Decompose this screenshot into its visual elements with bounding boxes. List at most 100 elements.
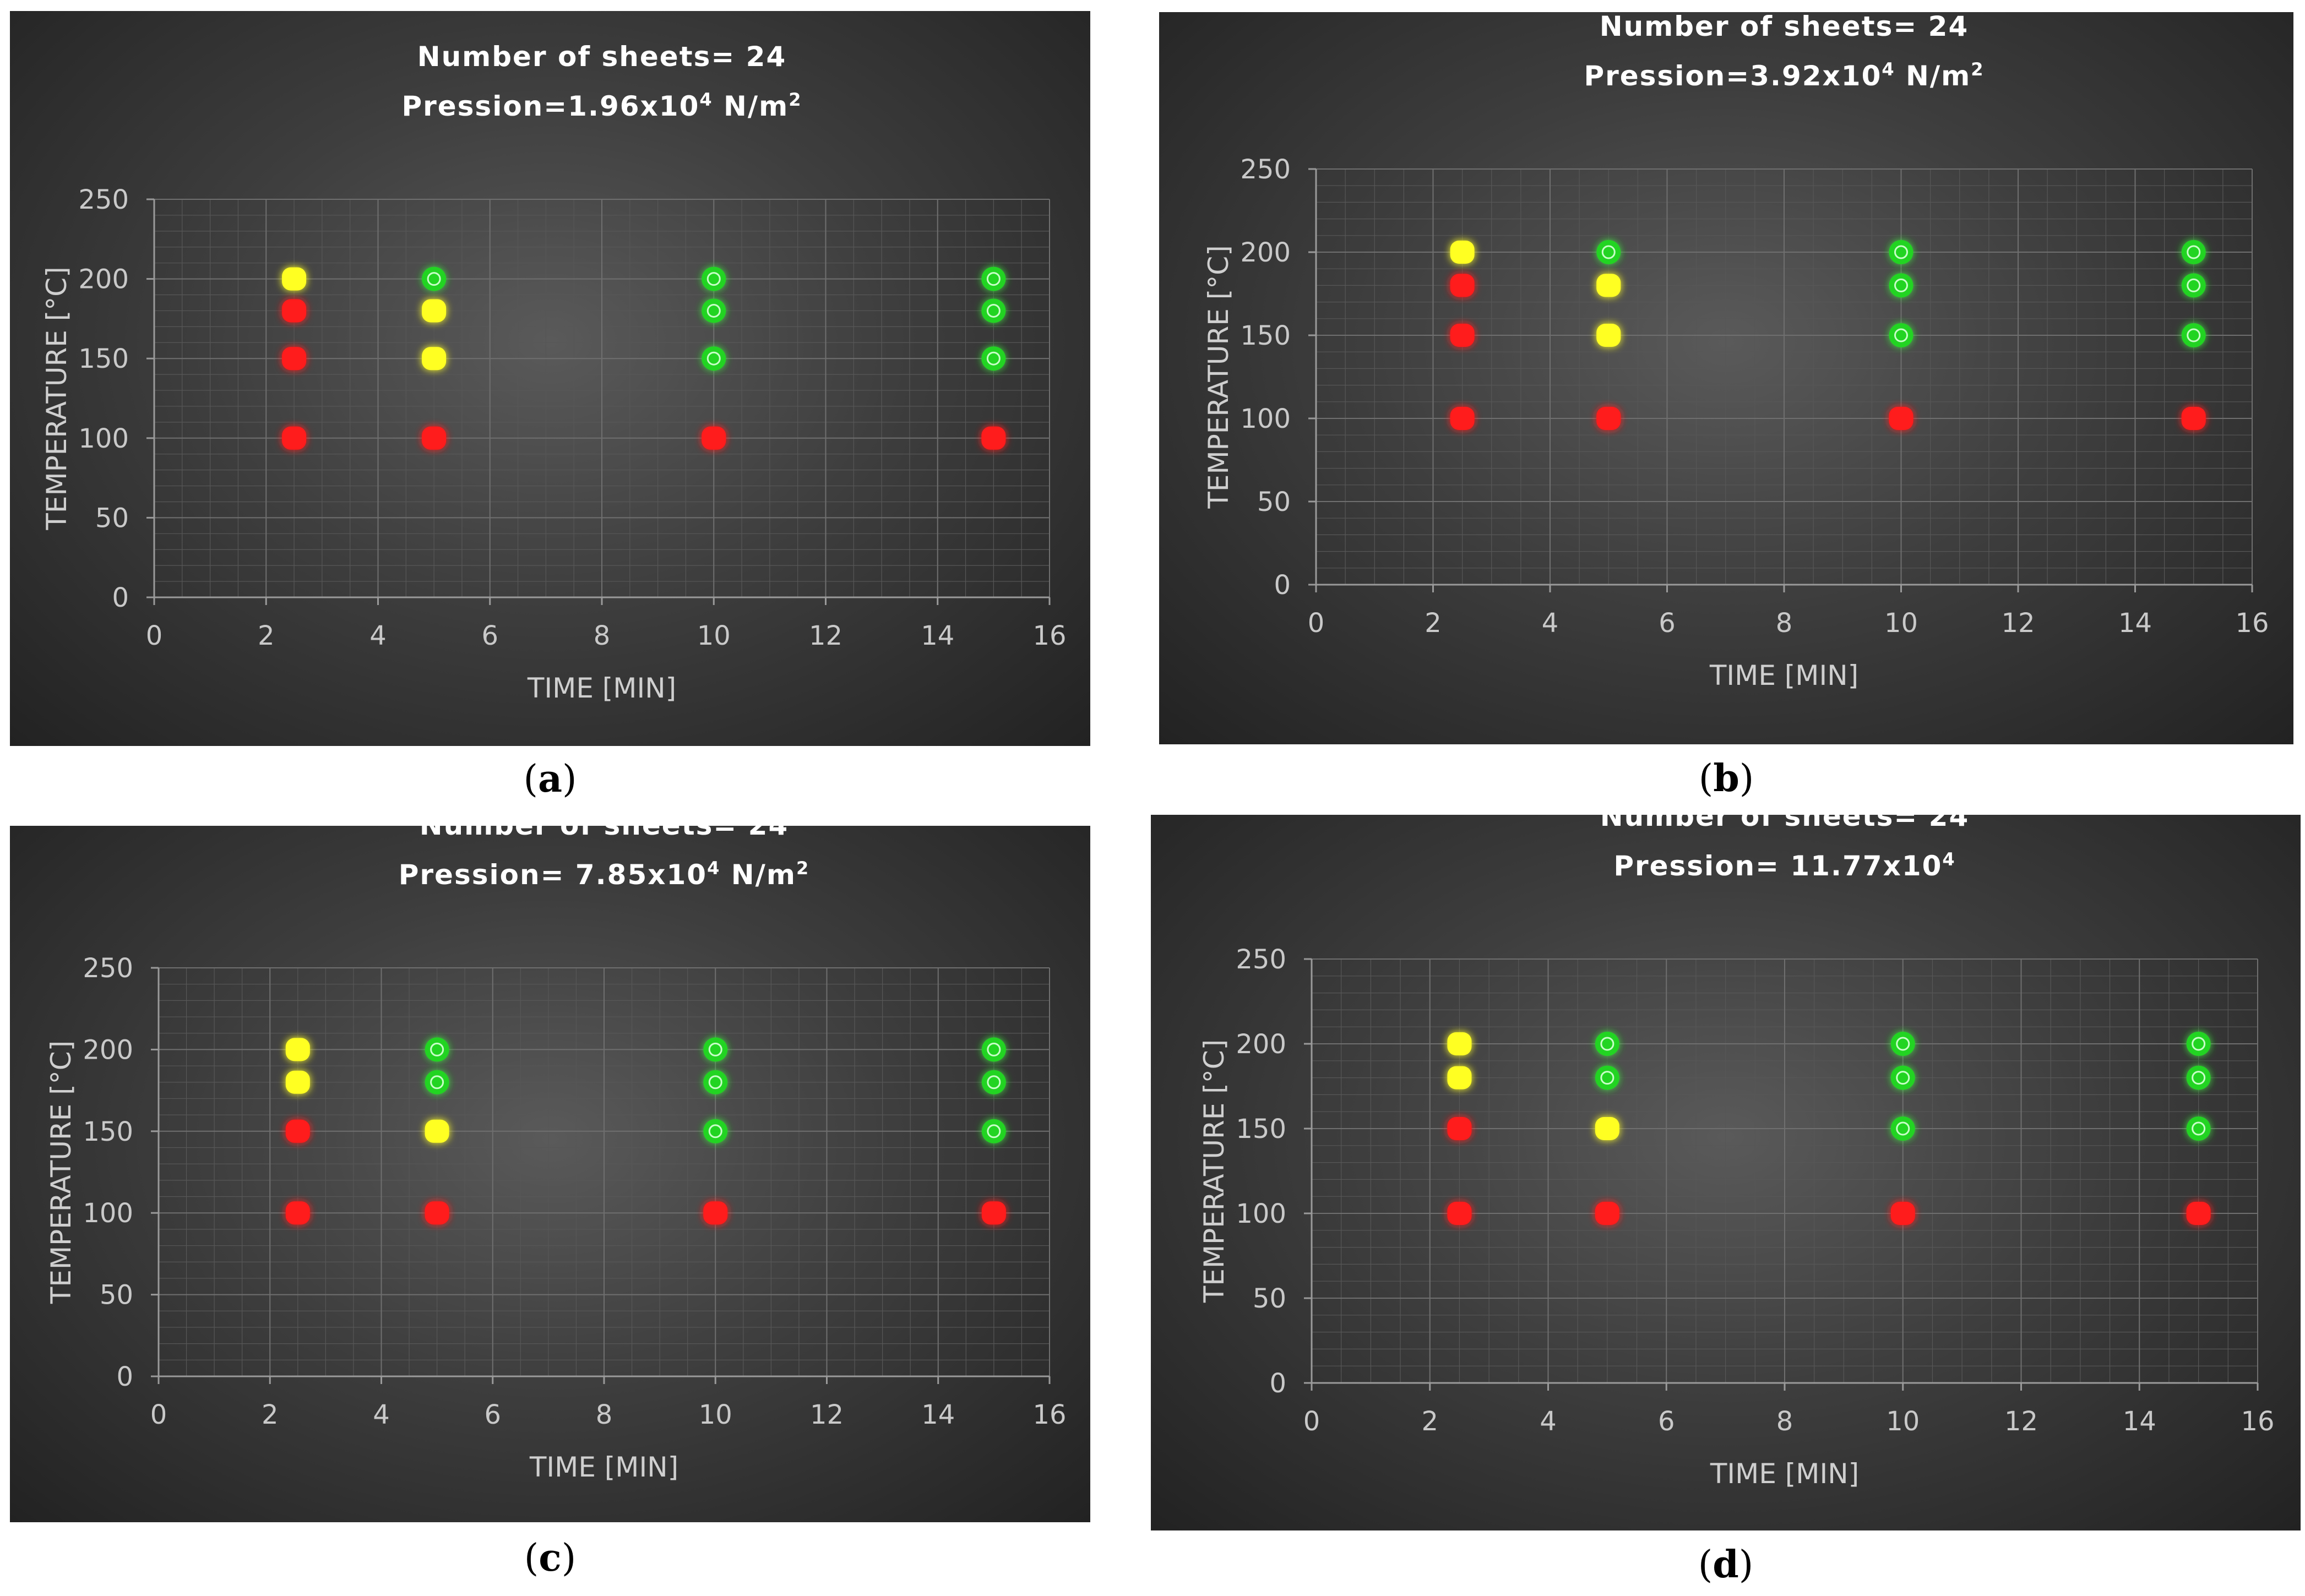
point-marker bbox=[1889, 273, 1913, 298]
y-tick-label: 50 bbox=[95, 503, 129, 533]
data-point-red bbox=[1596, 407, 1621, 430]
point-marker bbox=[1890, 1116, 1915, 1141]
point-ring bbox=[986, 272, 1001, 286]
y-tick-label: 100 bbox=[78, 423, 129, 454]
point-marker bbox=[1447, 1117, 1472, 1140]
point-marker bbox=[1450, 241, 1475, 264]
point-ring bbox=[2192, 1071, 2206, 1085]
y-tick-label: 250 bbox=[78, 184, 129, 215]
data-point-red bbox=[981, 1201, 1006, 1225]
x-tick-label: 0 bbox=[150, 1399, 167, 1430]
point-marker bbox=[1596, 240, 1621, 264]
data-point-green bbox=[2181, 273, 2206, 298]
data-point-red bbox=[1450, 274, 1475, 297]
y-axis-label: TEMPERATURE [°C] bbox=[1203, 245, 1235, 509]
x-tick-label: 12 bbox=[810, 1399, 844, 1430]
data-point-red bbox=[1595, 1202, 1619, 1225]
caption-d: (d) bbox=[1698, 1543, 1754, 1587]
y-tick-label: 0 bbox=[1274, 570, 1291, 601]
data-point-yellow bbox=[422, 347, 447, 371]
chart-title-line2: Pression=1.96x104 N/m2 bbox=[401, 89, 802, 122]
y-tick-label: 50 bbox=[100, 1280, 133, 1311]
data-point-red bbox=[285, 1119, 310, 1143]
scatter-chart-a: 0 2 4 6 8 10 12 14 16 0 50 100 150 200 250 TIME [MIN] TE… bbox=[41, 41, 1067, 704]
y-tick-label: 100 bbox=[83, 1198, 133, 1229]
point-ring bbox=[2192, 1037, 2206, 1051]
y-tick-label: 100 bbox=[1236, 1199, 1286, 1229]
y-tick-label: 150 bbox=[1236, 1114, 1286, 1145]
point-ring bbox=[1896, 1121, 1910, 1136]
point-ring bbox=[708, 1124, 722, 1139]
point-marker bbox=[282, 299, 307, 323]
point-marker bbox=[425, 1037, 449, 1062]
data-point-green bbox=[1890, 1032, 1915, 1056]
point-ring bbox=[2187, 328, 2201, 342]
point-marker bbox=[981, 298, 1006, 323]
x-tick-label: 6 bbox=[1659, 608, 1676, 639]
title-pression-text: Pression=3.92x10 bbox=[1584, 60, 1882, 92]
data-point-red bbox=[422, 426, 447, 450]
point-marker bbox=[1447, 1032, 1472, 1055]
point-ring bbox=[1600, 1071, 1614, 1085]
point-ring bbox=[1894, 245, 1908, 259]
x-tick-label: 14 bbox=[2123, 1406, 2156, 1437]
point-ring bbox=[1600, 1037, 1614, 1051]
x-tick-label: 12 bbox=[2001, 608, 2035, 639]
y-axis-label: TEMPERATURE [°C] bbox=[41, 266, 73, 530]
y-tick-label: 150 bbox=[83, 1116, 133, 1147]
data-point-green bbox=[703, 1119, 728, 1143]
point-marker bbox=[282, 347, 307, 371]
title-exponent: 4 bbox=[1942, 849, 1955, 870]
y-tick-label: 200 bbox=[1236, 1029, 1286, 1060]
title-exponent: 4 bbox=[699, 89, 713, 110]
data-point-red bbox=[2186, 1202, 2211, 1225]
title-unit: N/m bbox=[1895, 60, 1971, 92]
title-pression-text: Pression=1.96x10 bbox=[401, 90, 699, 122]
y-tick-label: 200 bbox=[1240, 237, 1291, 268]
x-tick-label: 6 bbox=[484, 1399, 501, 1430]
data-point-red bbox=[981, 426, 1006, 450]
x-tick-label: 6 bbox=[1658, 1406, 1675, 1437]
x-tick-label: 0 bbox=[1308, 608, 1325, 639]
point-ring bbox=[706, 272, 721, 286]
x-tick-label: 16 bbox=[1032, 1399, 1066, 1430]
chart-title-line1: Number of sheets= 24 bbox=[417, 41, 787, 73]
x-tick-label: 2 bbox=[262, 1399, 279, 1430]
x-tick-label: 4 bbox=[1542, 608, 1559, 639]
x-tick-label: 10 bbox=[697, 620, 731, 651]
point-marker bbox=[703, 1201, 728, 1225]
x-axis-label: TIME [MIN] bbox=[1709, 660, 1858, 691]
x-tick-label: 10 bbox=[1886, 1406, 1920, 1437]
x-tick-label: 10 bbox=[1884, 608, 1918, 639]
point-marker bbox=[2186, 1032, 2211, 1056]
x-tick-label: 8 bbox=[1776, 608, 1793, 639]
point-ring bbox=[2187, 245, 2201, 259]
y-tick-label: 150 bbox=[1240, 320, 1291, 351]
data-point-green bbox=[702, 266, 726, 291]
x-tick-label: 0 bbox=[146, 620, 163, 651]
point-marker bbox=[1596, 324, 1621, 347]
title-pression-text: Pression= 11.77x10 bbox=[1613, 850, 1942, 882]
x-tick-label: 6 bbox=[481, 620, 498, 651]
chart-title-line1: Number of sheets= 24 bbox=[1600, 10, 1969, 42]
y-axis-label: TEMPERATURE [°C] bbox=[1198, 1039, 1230, 1303]
data-point-green bbox=[981, 266, 1006, 291]
point-marker bbox=[703, 1119, 728, 1143]
point-marker bbox=[1889, 240, 1913, 264]
data-point-red bbox=[282, 426, 307, 450]
point-ring bbox=[708, 1042, 722, 1056]
title-unit-exponent: 2 bbox=[796, 858, 809, 879]
data-point-green bbox=[981, 1119, 1006, 1143]
point-marker bbox=[1447, 1202, 1472, 1225]
chart-panel-b: 0 2 4 6 8 10 12 14 16 0 50 100 150 200 250 TIME [MIN] TE… bbox=[1159, 10, 2293, 838]
x-tick-label: 14 bbox=[921, 620, 954, 651]
point-marker bbox=[1890, 1065, 1915, 1090]
point-marker bbox=[285, 1201, 310, 1225]
x-axis-label: TIME [MIN] bbox=[529, 1451, 678, 1483]
point-marker bbox=[1596, 407, 1621, 430]
point-marker bbox=[981, 426, 1006, 450]
point-marker bbox=[1595, 1202, 1619, 1225]
point-marker bbox=[285, 1038, 310, 1061]
point-marker bbox=[422, 347, 447, 371]
data-point-yellow bbox=[282, 267, 307, 291]
